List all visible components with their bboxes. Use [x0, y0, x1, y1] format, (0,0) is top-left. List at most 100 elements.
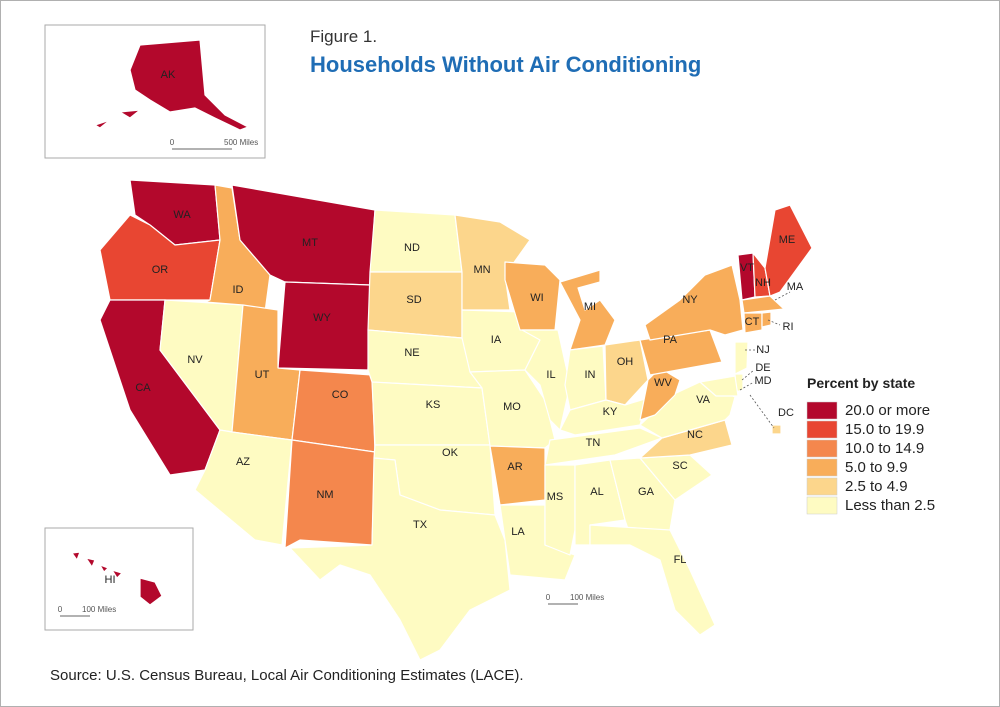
legend-label: 2.5 to 4.9: [845, 478, 908, 495]
state: [111, 569, 123, 579]
state-label: MI: [584, 301, 596, 313]
state: [699, 375, 739, 397]
legend-swatch: [806, 477, 838, 496]
state-label: SD: [406, 294, 421, 306]
scale-label: 500 Miles: [224, 138, 258, 147]
legend-swatch: [806, 401, 838, 420]
state: [544, 464, 576, 556]
state: [85, 557, 96, 568]
state-label: AL: [590, 486, 603, 498]
scale-zero: 0: [58, 605, 63, 614]
state: [454, 214, 531, 311]
states: [71, 39, 813, 661]
state-label: NJ: [756, 344, 769, 356]
state-label: CT: [745, 316, 760, 328]
legend-label: 20.0 or more: [845, 402, 930, 419]
state-label: IA: [491, 334, 502, 346]
state-label: ID: [233, 284, 244, 296]
state-label: NH: [755, 277, 771, 289]
state-label: MO: [503, 401, 521, 413]
state-label: MN: [473, 264, 490, 276]
legend-label: 5.0 to 9.9: [845, 459, 908, 476]
state-label: NE: [404, 347, 419, 359]
legend-swatch: [806, 496, 838, 515]
legend-label: 15.0 to 19.9: [845, 421, 924, 438]
state: [489, 445, 546, 506]
state: [99, 564, 109, 573]
legend-title: Percent by state: [807, 375, 915, 391]
state: [743, 312, 763, 334]
state-label: AK: [161, 69, 176, 81]
state: [559, 397, 649, 436]
state: [71, 551, 81, 561]
state: [139, 577, 163, 606]
state-label: TX: [413, 519, 428, 531]
state-label: WI: [530, 292, 543, 304]
state-label: RI: [783, 321, 794, 333]
state-label: NM: [316, 489, 333, 501]
state-label: IN: [585, 369, 596, 381]
state: [644, 264, 744, 341]
state: [289, 457, 511, 661]
state-label: UT: [255, 369, 270, 381]
legend-swatch: [806, 458, 838, 477]
state-label: WA: [173, 209, 191, 221]
scale-label: 100 Miles: [82, 605, 116, 614]
state-label: PA: [663, 334, 678, 346]
state-label: FL: [674, 554, 687, 566]
state: [284, 439, 376, 549]
title: Households Without Air Conditioning: [310, 52, 701, 77]
legend-swatch: [806, 439, 838, 458]
state-label: SC: [672, 460, 687, 472]
state-label: HI: [105, 574, 116, 586]
state: [761, 311, 772, 328]
legend: Percent by state 20.0 or more 15.0 to 19.…: [806, 375, 935, 515]
legend-swatch: [806, 420, 838, 439]
state: [521, 329, 571, 431]
state-label: VT: [740, 262, 754, 274]
state-label: WV: [654, 377, 672, 389]
legend-label: 10.0 to 14.9: [845, 440, 924, 457]
state-label: MA: [787, 281, 804, 293]
source: Source: U.S. Census Bureau, Local Air Co…: [50, 667, 524, 684]
state-label: VA: [696, 394, 711, 406]
state-label: ND: [404, 242, 420, 254]
state: [119, 109, 141, 119]
state: [639, 381, 736, 439]
state-label: WY: [313, 312, 331, 324]
state-label: ME: [779, 234, 796, 246]
state: [371, 381, 491, 446]
state-labels: WA OR CA NV ID MT WY UT CO AZ NM ND SD NE KS OK TX MN IA MO…: [105, 69, 804, 586]
state-label: AZ: [236, 456, 250, 468]
state: [771, 424, 782, 435]
state: [129, 39, 249, 131]
scale-zero: 0: [546, 593, 551, 602]
state-label: OR: [152, 264, 169, 276]
state-label: OH: [617, 356, 634, 368]
state-label: NY: [682, 294, 698, 306]
state-label: LA: [511, 526, 525, 538]
state-label: GA: [638, 486, 655, 498]
leader-line: [774, 291, 791, 301]
state-label: IL: [546, 369, 555, 381]
state-label: MT: [302, 237, 318, 249]
state: [604, 339, 649, 406]
state: [94, 119, 111, 129]
state-label: CA: [135, 382, 151, 394]
state: [734, 341, 749, 375]
figure-label: Figure 1.: [310, 27, 377, 46]
scale-zero: 0: [170, 138, 175, 147]
leader-line: [749, 394, 775, 429]
state-label: NV: [187, 354, 203, 366]
state: [741, 295, 785, 314]
leader-line: [741, 369, 755, 381]
state-label: DE: [755, 362, 770, 374]
state-label: TN: [586, 437, 601, 449]
leader-line: [739, 381, 755, 391]
state: [559, 269, 616, 351]
scale-label: 100 Miles: [570, 593, 604, 602]
state: [544, 427, 663, 466]
hawaii-inset: [44, 527, 194, 631]
